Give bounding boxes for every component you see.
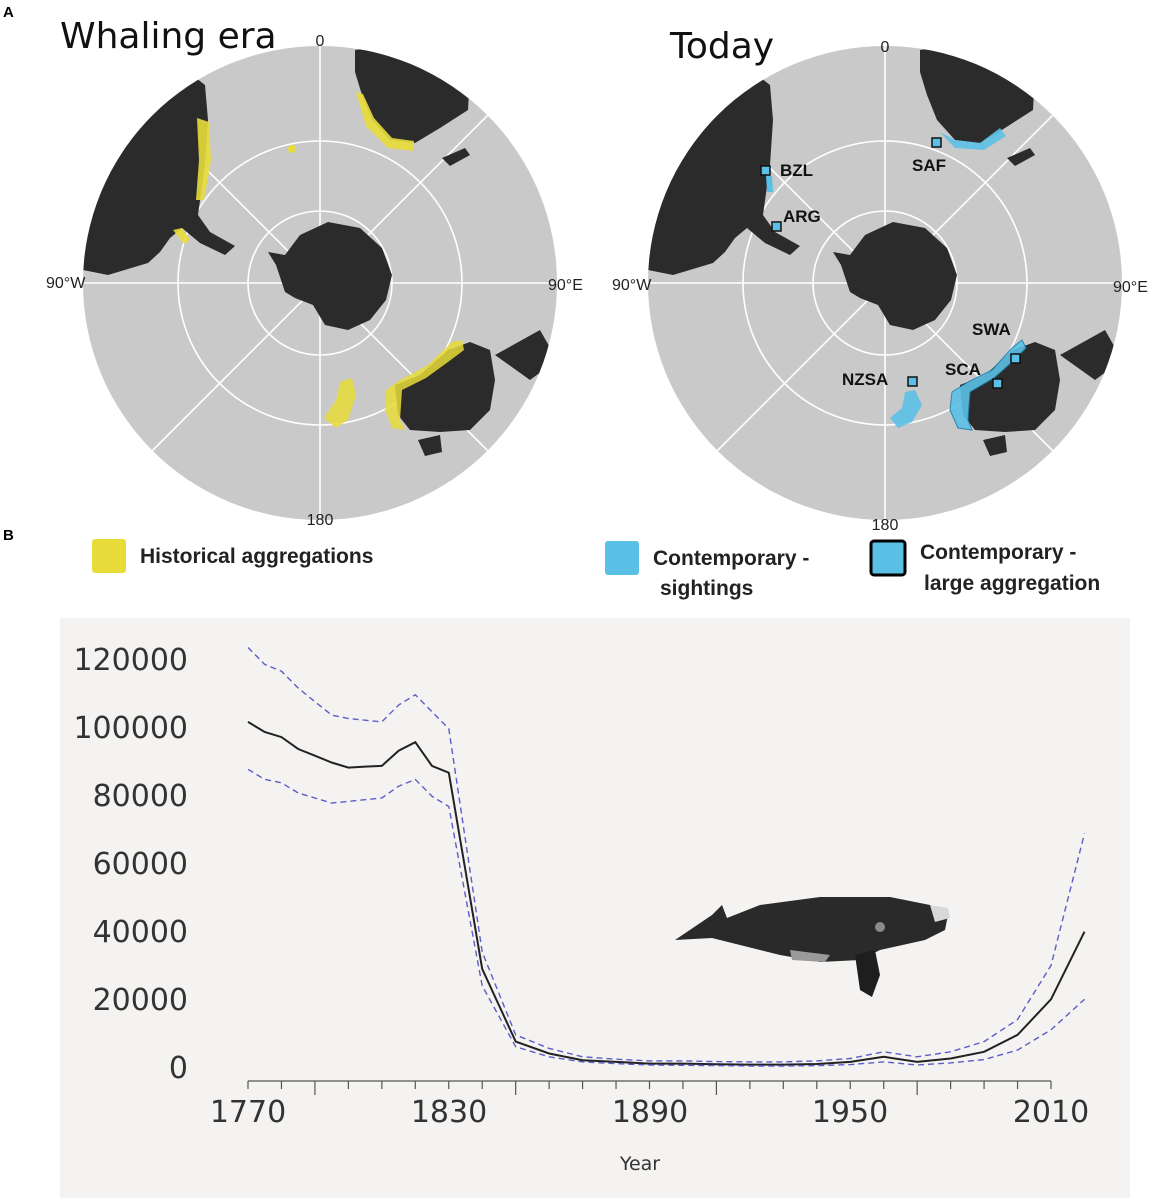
x-tick-label: 1890 — [612, 1095, 688, 1130]
label-180-right: 180 — [872, 517, 899, 534]
label-90w-left: 90°W — [46, 275, 86, 292]
y-tick-label: 100000 — [73, 711, 188, 746]
whaling-era-map: Whaling era 0 90°W 90°E 180 — [46, 16, 583, 529]
x-tick-label: 1830 — [411, 1095, 487, 1130]
y-tick-label: 40000 — [93, 915, 188, 950]
contemporary-large-aggregation-au — [949, 339, 1027, 431]
x-axis-title: Year — [619, 1153, 660, 1175]
panel-label-a: A — [3, 4, 14, 21]
label-0-left: 0 — [316, 33, 325, 50]
plot-background — [60, 618, 1130, 1198]
label-90w-right: 90°W — [612, 277, 652, 294]
site-label-bzl: BZL — [780, 161, 813, 180]
site-marker-nzsa — [907, 376, 918, 387]
x-tick-label: 2010 — [1013, 1095, 1089, 1130]
median-line — [247, 721, 1086, 1066]
contemporary-sightings-af — [940, 128, 1006, 150]
label-180-left: 180 — [307, 512, 334, 529]
y-tick-label: 0 — [169, 1051, 188, 1086]
contemporary-sightings-nz — [890, 390, 922, 428]
legend-label-sightings-2: sightings — [660, 577, 753, 600]
series-layer — [247, 647, 1086, 1067]
antarctica-landmass — [833, 222, 957, 330]
australia-landmass — [395, 342, 495, 432]
today-map: BZL ARG SAF SWA SCA NZSA Today 0 90°W 90… — [612, 26, 1148, 534]
historical-aggregation-au — [385, 340, 464, 430]
legend-swatch-large-aggregation — [869, 539, 907, 577]
y-tick-label: 20000 — [93, 983, 188, 1018]
historical-aggregation-nz — [324, 378, 356, 428]
panel-label-b: B — [3, 527, 14, 544]
legend-swatch-historical — [92, 539, 126, 573]
whale-illustration — [675, 897, 950, 997]
y-tick-label: 80000 — [93, 779, 188, 814]
x-axis: 1770 1830 1890 1950 2010 Year — [210, 1080, 1089, 1175]
site-marker-arg — [771, 221, 782, 232]
y-tick-label: 120000 — [73, 643, 188, 678]
legend-label-sightings-1: Contemporary - — [653, 547, 809, 570]
site-label-arg: ARG — [783, 207, 821, 226]
site-marker-swa — [1010, 353, 1021, 364]
population-chart: 0 20000 40000 60000 80000 100000 120000 … — [60, 618, 1130, 1198]
label-90e-right: 90°E — [1113, 279, 1148, 296]
antarctica-landmass — [268, 222, 392, 330]
legend-label-large-1: Contemporary - — [920, 541, 1076, 564]
site-label-swa: SWA — [972, 320, 1011, 339]
x-tick-label: 1950 — [812, 1095, 888, 1130]
label-0-right: 0 — [881, 39, 890, 56]
x-tick-label: 1770 — [210, 1095, 286, 1130]
y-axis: 0 20000 40000 60000 80000 100000 120000 — [73, 643, 188, 1086]
legend-label-large-2: large aggregation — [924, 572, 1100, 595]
australia-landmass — [960, 342, 1060, 432]
historical-aggregation-af — [356, 92, 414, 151]
legend: Historical aggregations Contemporary - s… — [92, 539, 1100, 600]
site-label-sca: SCA — [945, 360, 981, 379]
y-tick-label: 60000 — [93, 847, 188, 882]
site-label-saf: SAF — [912, 156, 946, 175]
legend-swatch-sightings — [605, 541, 639, 575]
site-label-nzsa: NZSA — [842, 370, 888, 389]
site-marker-sca — [992, 378, 1003, 389]
today-title: Today — [669, 26, 774, 67]
legend-label-historical: Historical aggregations — [140, 545, 373, 568]
whaling-era-title: Whaling era — [60, 16, 277, 57]
historical-aggregation-sa — [196, 118, 211, 200]
site-marker-bzl — [760, 165, 771, 176]
lower-ci-line — [247, 768, 1085, 1067]
upper-ci-line — [247, 647, 1086, 1063]
label-90e-left: 90°E — [548, 277, 583, 294]
site-marker-saf — [931, 137, 942, 148]
